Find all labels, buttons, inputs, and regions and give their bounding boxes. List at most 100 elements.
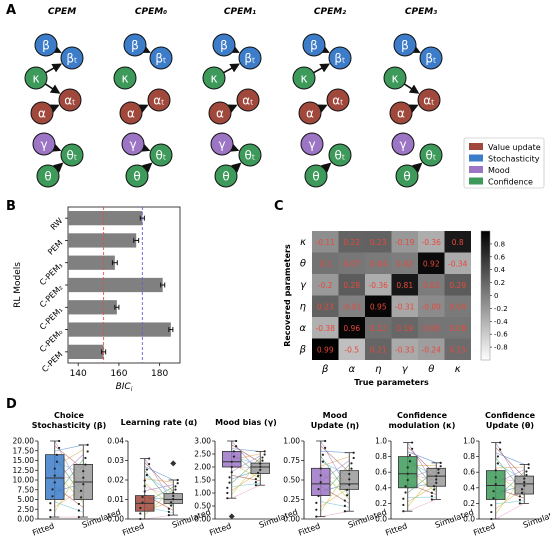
colorbar	[480, 230, 491, 361]
data-point	[172, 498, 175, 501]
y-tick-label: 0.8	[375, 452, 387, 461]
node-beta_t	[419, 46, 443, 70]
y-tick-label: κ	[300, 237, 306, 248]
y-tick-label: 0.4	[463, 483, 475, 492]
y-tick-label: 0.00	[283, 515, 300, 524]
node-label: κ	[121, 72, 128, 86]
y-tick-label: 20.00	[13, 437, 35, 446]
data-point	[317, 494, 320, 498]
data-point	[430, 498, 433, 501]
heatmap-cell	[391, 317, 418, 339]
cell-value: 0.12	[370, 324, 387, 333]
data-point	[492, 490, 495, 493]
edge-arrow	[223, 63, 241, 74]
heatmap-cell	[365, 252, 392, 274]
node-beta	[393, 33, 417, 57]
x-category-label: Fitted	[121, 521, 145, 537]
y-tick-label: 0.02	[107, 476, 124, 485]
data-point	[520, 488, 524, 491]
node-alpha	[298, 101, 322, 125]
cell-value: 0.21	[370, 345, 387, 354]
node-label: βₜ	[66, 52, 77, 66]
heatmap-cell	[444, 274, 471, 296]
outlier-marker	[228, 513, 235, 520]
node-label: αₜ	[423, 94, 434, 108]
node-label: κ	[391, 72, 398, 86]
node-label: κ	[32, 72, 39, 86]
y-tick-label: θ	[300, 258, 306, 269]
heatmap-cell	[365, 274, 392, 296]
panel-a-model-graphs: CPEM β βₜ κ αₜ α γ θₜ θ CPEM₀ β βₜ κ αₜ α γ θₜ θ CPEM₁ β βₜ κ…	[24, 7, 443, 188]
y-tick-label: 2.50	[194, 450, 211, 459]
node-label: αₜ	[153, 94, 164, 108]
y-tick-label: 0.00	[17, 515, 34, 524]
data-point	[430, 495, 433, 498]
data-point	[176, 478, 179, 482]
node-beta_t	[60, 46, 84, 70]
node-alpha_t	[236, 88, 260, 112]
data-point	[49, 515, 52, 519]
data-point	[496, 462, 500, 465]
node-gamma	[300, 132, 324, 156]
subject-trace	[231, 455, 261, 472]
colorbar-tick-label: 0.6	[494, 253, 506, 261]
node-kappa	[24, 66, 48, 90]
y-tick-label: 0.2	[463, 499, 475, 508]
y-tick-label: 7.50	[17, 485, 34, 494]
category-label: RW	[49, 216, 65, 232]
y-tick-label: γ	[300, 280, 307, 291]
data-point	[432, 485, 436, 488]
node-theta	[36, 164, 60, 188]
data-point	[494, 469, 497, 472]
node-beta	[302, 33, 326, 57]
data-point	[345, 488, 349, 492]
node-label: αₜ	[64, 94, 75, 108]
subject-trace	[144, 462, 174, 492]
heatmap-cell	[338, 252, 365, 274]
colorbar-tick-label: -0.6	[494, 331, 508, 339]
node-beta_t	[238, 46, 262, 70]
node-label: θₜ	[426, 149, 437, 163]
data-point	[84, 456, 87, 460]
data-point	[226, 497, 229, 500]
data-point	[435, 478, 438, 481]
edge-arrow	[44, 83, 61, 94]
data-point	[167, 510, 170, 514]
node-alpha_t	[58, 88, 82, 112]
cell-value: -0.36	[369, 281, 389, 290]
y-tick-label: 0.00	[194, 515, 211, 524]
data-point	[527, 463, 530, 466]
model-graph: CPEM₂ β βₜ κ αₜ α γ θₜ θ	[292, 7, 352, 188]
heatmap-cell	[444, 317, 471, 339]
cell-value: 0.22	[343, 238, 360, 247]
y-tick-label: 0.6	[375, 468, 387, 477]
cell-value: -0.31	[395, 302, 415, 311]
cell-value: 0.99	[317, 345, 334, 354]
heatmap-cell	[418, 274, 445, 296]
x-tick-label: β	[321, 364, 329, 375]
data-point	[315, 501, 318, 505]
category-label: C-PEM₃	[38, 261, 64, 287]
data-point	[324, 446, 327, 449]
data-point	[235, 445, 238, 448]
node-label: α	[216, 107, 224, 121]
node-alpha	[119, 101, 143, 125]
legend-box	[463, 137, 545, 189]
subject-trace	[231, 457, 261, 484]
node-label: κ	[210, 72, 217, 86]
subject-trace	[407, 451, 437, 464]
node-label: γ	[40, 138, 47, 152]
model-graph: CPEM₁ β βₜ κ αₜ α γ θₜ θ	[202, 7, 262, 188]
legend-swatch	[469, 177, 483, 185]
category-label: C-PEM₀	[38, 328, 64, 354]
bar	[68, 344, 104, 359]
panel-letter-d: D	[6, 397, 17, 412]
data-point	[343, 504, 346, 507]
node-theta	[395, 164, 419, 188]
cell-value: -0.38	[316, 324, 336, 333]
cell-value: -0.24	[422, 345, 442, 354]
heatmap-cell	[418, 231, 445, 253]
data-point	[141, 501, 144, 504]
data-point	[143, 479, 146, 482]
